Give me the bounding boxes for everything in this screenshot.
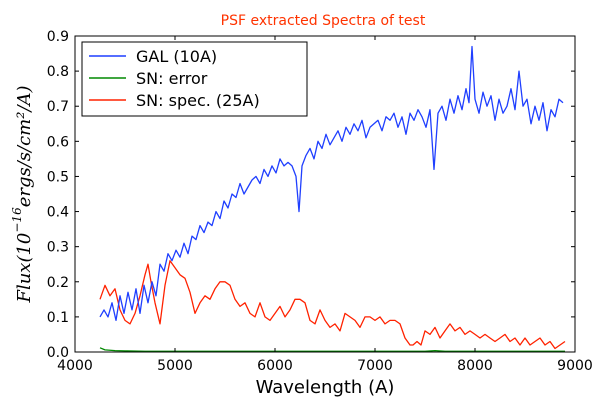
x-tick-label: 7000	[357, 358, 393, 374]
series-layer	[99, 45, 566, 352]
x-tick-label: 4000	[57, 358, 93, 374]
y-axis-label: Flux(10−16ergs/s/cm²/A)	[10, 85, 35, 303]
series-line-sn-error	[99, 347, 565, 352]
chart-title: PSF extracted Spectra of test	[221, 13, 426, 29]
x-axis-label: Wavelength (A)	[256, 377, 395, 398]
y-axis-label-exponent: −16	[10, 207, 24, 233]
x-tick-label: 8000	[457, 358, 493, 374]
y-tick-label: 0.6	[47, 134, 69, 150]
y-tick-label: 0.2	[47, 275, 69, 291]
y-tick-label: 0.5	[47, 169, 69, 185]
y-tick-label: 0.8	[47, 64, 69, 80]
y-axis-label-main: Flux(10	[14, 233, 35, 304]
series-line-gal	[99, 45, 564, 322]
legend-box	[81, 41, 308, 117]
x-tick-label: 5000	[157, 358, 193, 374]
y-tick-label: 0.7	[47, 99, 69, 115]
x-tick-label: 9000	[557, 358, 593, 374]
y-axis-label-unit: ergs/s/cm²/A)	[14, 85, 35, 207]
legend-label-sn-spec: SN: spec. (25A)	[136, 91, 260, 110]
y-tick-label: 0.9	[47, 29, 69, 45]
series-line-sn-spec	[99, 260, 566, 350]
legend-label-gal: GAL (10A)	[136, 47, 217, 66]
axes-frame	[74, 35, 576, 353]
tick-layer: 4000 5000 6000 7000 8000 9000 0.0 0.1 0.2 0.3 0.4 0…	[47, 29, 593, 374]
legend: GAL (10A) SN: error SN: spec. (25A)	[81, 41, 308, 117]
y-tick-label: 0.4	[47, 205, 69, 221]
y-tick-label: 0.0	[47, 345, 69, 361]
y-tick-label: 0.1	[47, 310, 69, 326]
legend-label-sn-error: SN: error	[136, 69, 208, 88]
x-tick-label: 6000	[257, 358, 293, 374]
y-axis-label-text: Flux(10−16ergs/s/cm²/A)	[10, 85, 35, 303]
y-tick-label: 0.3	[47, 240, 69, 256]
